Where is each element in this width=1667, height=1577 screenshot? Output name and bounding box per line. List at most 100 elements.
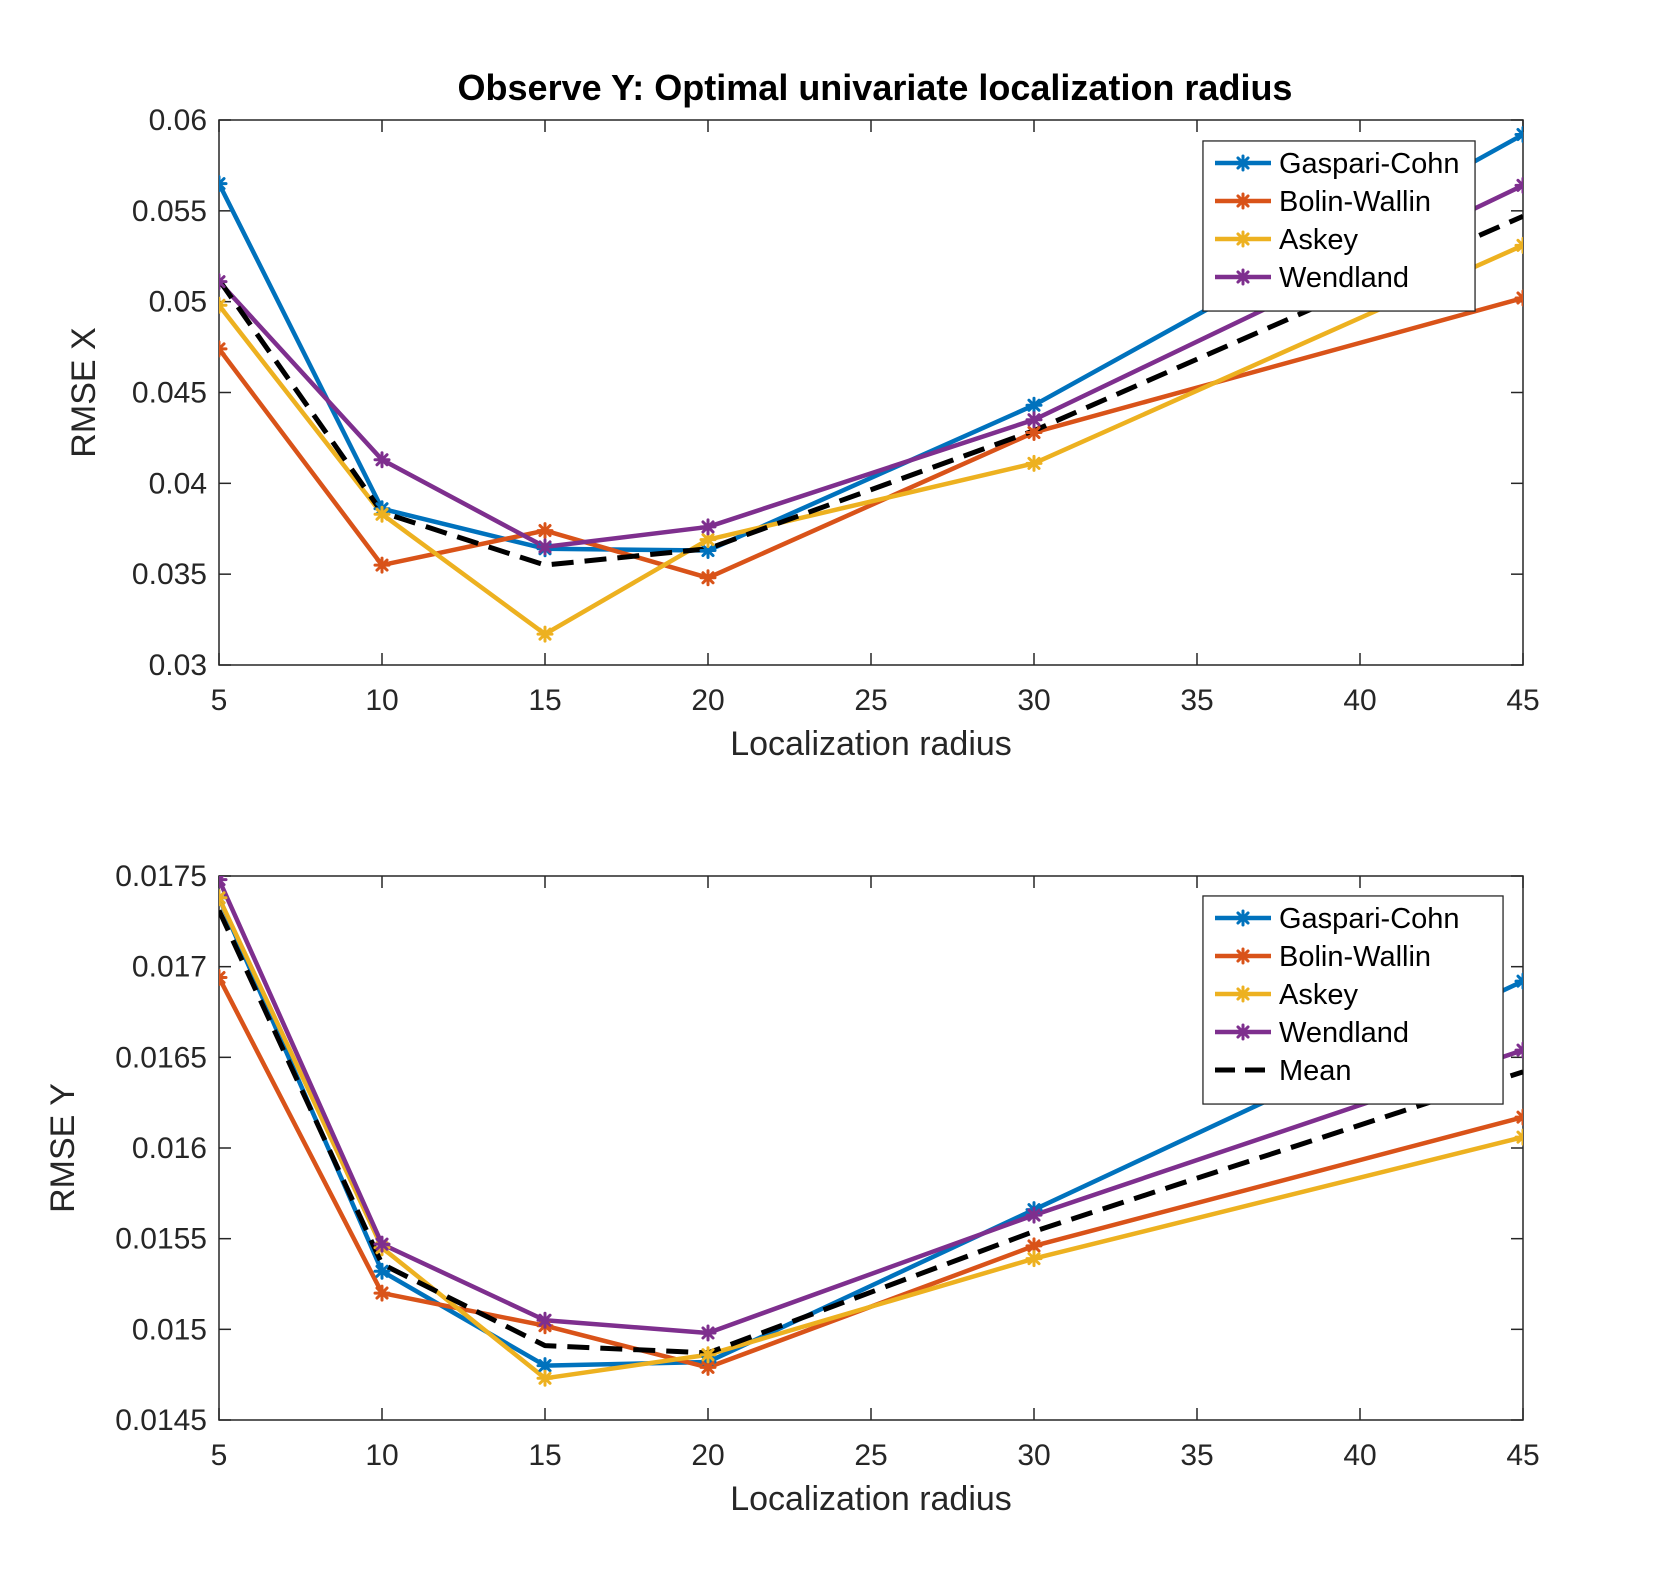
y-tick-label: 0.05: [149, 286, 207, 319]
legend-marker-askey: [1234, 230, 1252, 248]
data-point-wendland: [699, 518, 717, 536]
data-point-askey-stroke: [1516, 243, 1523, 252]
data-point-bolin-wallin-stroke: [1516, 295, 1523, 305]
data-point-wendland-stroke: [1516, 1047, 1523, 1057]
y-tick-label: 0.04: [149, 467, 207, 500]
series-line-wendland: [219, 183, 1523, 550]
x-tick-label: 15: [528, 1439, 561, 1472]
data-point-wendland-stroke: [1516, 183, 1523, 192]
x-tick-label: 10: [365, 684, 398, 717]
data-point-wendland: [1025, 1206, 1043, 1224]
data-point-askey: [219, 889, 228, 907]
data-point-wendland: [536, 538, 554, 556]
data-point-gaspari-cohn: [373, 1262, 391, 1280]
data-point-bolin-wallin-stroke: [219, 346, 226, 356]
data-point-gaspari-cohn-stroke: [538, 1359, 552, 1373]
data-point-askey: [1025, 454, 1043, 472]
data-point-gaspari-cohn-stroke: [375, 1264, 389, 1278]
data-point-bolin-wallin: [1025, 423, 1043, 441]
data-point-gaspari-cohn-stroke: [701, 544, 715, 558]
x-tick-label: 40: [1343, 1439, 1376, 1472]
data-point-askey: [1025, 1250, 1043, 1268]
data-point-bolin-wallin-stroke: [219, 975, 226, 985]
x-tick-label: 45: [1506, 684, 1539, 717]
data-point-bolin-wallin: [219, 969, 228, 987]
data-point-wendland-stroke: [538, 540, 552, 554]
data-point-wendland-stroke: [375, 1237, 389, 1251]
x-tick-label: 10: [365, 1439, 398, 1472]
data-point-bolin-wallin: [1514, 1108, 1523, 1126]
data-point-wendland-stroke: [1027, 413, 1041, 427]
series-markers: [219, 126, 1523, 643]
legend-label-askey: Askey: [1279, 979, 1358, 1011]
x-axis-ticks: 5 10 15 20 25 30 35 40 45: [211, 876, 1540, 1472]
data-point-wendland-stroke: [219, 275, 226, 284]
series-markers: [219, 876, 1523, 1387]
legend-label-bolin-wallin: Bolin-Wallin: [1279, 941, 1431, 973]
data-point-bolin-wallin: [1514, 289, 1523, 307]
x-tick-label: 45: [1506, 1439, 1539, 1472]
series-line-askey: [219, 896, 1523, 1381]
x-tick-label: 20: [691, 1439, 724, 1472]
legend-label-bolin-wallin: Bolin-Wallin: [1279, 186, 1431, 218]
y-tick-label: 0.055: [132, 195, 207, 228]
legend-label-wendland: Wendland: [1279, 1017, 1409, 1049]
data-point-wendland: [536, 1311, 554, 1329]
legend-marker-bolin-wallin-stroke: [1236, 194, 1250, 208]
data-point-askey: [536, 1369, 554, 1387]
x-axis-label: Localization radius: [730, 1480, 1012, 1518]
data-point-wendland: [219, 876, 228, 889]
y-tick-label: 0.035: [132, 558, 207, 591]
y-tick-label: 0.016: [132, 1132, 207, 1165]
data-point-wendland-stroke: [538, 1313, 552, 1327]
data-point-gaspari-cohn-stroke: [1516, 974, 1523, 984]
y-tick-label: 0.045: [132, 377, 207, 410]
x-axis-ticks: 5 10 15 20 25 30 35 40 45: [211, 120, 1540, 717]
data-point-bolin-wallin-stroke: [538, 524, 552, 538]
legend-marker-wendland: [1234, 268, 1252, 286]
legend-label-gaspari-cohn: Gaspari-Cohn: [1279, 148, 1460, 180]
data-point-wendland-stroke: [701, 520, 715, 534]
series-group: [219, 878, 1523, 1381]
x-tick-label: 5: [211, 684, 228, 717]
data-point-bolin-wallin-stroke: [1516, 1115, 1523, 1124]
data-point-askey-stroke: [1516, 1134, 1523, 1144]
legend-marker-gaspari-cohn-stroke: [1236, 911, 1250, 925]
data-point-wendland-stroke: [1516, 1043, 1523, 1053]
y-tick-label: 0.015: [132, 1313, 207, 1346]
data-point-gaspari-cohn-stroke: [219, 181, 226, 191]
x-tick-label: 30: [1017, 1439, 1050, 1472]
legend-marker-gaspari-cohn: [1234, 909, 1252, 927]
data-point-askey-stroke: [1027, 456, 1041, 470]
data-point-bolin-wallin: [373, 1284, 391, 1302]
legend-marker-askey: [1234, 985, 1252, 1003]
data-point-askey-stroke: [538, 1371, 552, 1385]
data-point-gaspari-cohn-stroke: [1027, 398, 1041, 412]
legend-marker-wendland-stroke: [1236, 1025, 1250, 1039]
legend-marker-wendland: [1234, 1023, 1252, 1041]
data-point-wendland: [1025, 411, 1043, 429]
data-point-askey-stroke: [1516, 1130, 1523, 1140]
data-point-gaspari-cohn: [1514, 972, 1523, 990]
legend-marker-gaspari-cohn-stroke: [1236, 156, 1250, 170]
data-point-wendland: [219, 273, 228, 291]
data-point-askey-stroke: [1516, 238, 1523, 248]
series-line-wendland: [219, 878, 1523, 1336]
y-tick-label: 0.03: [149, 649, 207, 682]
x-tick-label: 25: [854, 684, 887, 717]
x-tick-label: 35: [1180, 684, 1213, 717]
data-point-askey-stroke: [701, 1348, 715, 1362]
data-point-bolin-wallin: [699, 569, 717, 587]
series-line-gaspari-cohn: [219, 896, 1523, 1368]
y-tick-label: 0.06: [149, 104, 207, 137]
data-point-gaspari-cohn: [1025, 396, 1043, 414]
series-line-mean: [219, 213, 1523, 568]
x-tick-label: 25: [854, 1439, 887, 1472]
data-point-askey: [373, 505, 391, 523]
x-tick-label: 20: [691, 684, 724, 717]
data-point-wendland: [373, 451, 391, 469]
legend-foreground: Gaspari-Cohn Bolin-Wallin Askey Wendland Mea…: [1202, 895, 1504, 1105]
data-point-bolin-wallin-stroke: [375, 558, 389, 572]
data-point-bolin-wallin-stroke: [1516, 1110, 1523, 1120]
